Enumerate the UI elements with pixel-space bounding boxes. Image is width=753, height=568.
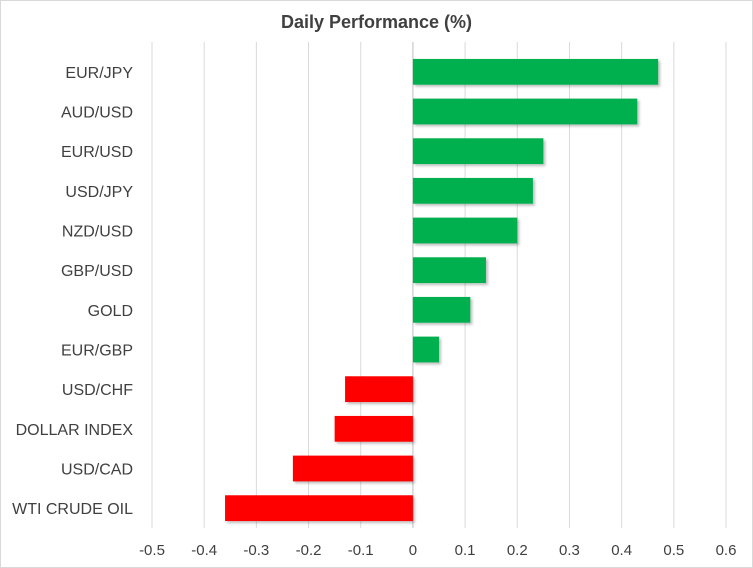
category-label: USD/CHF — [62, 382, 133, 399]
x-tick-label: 0.4 — [611, 542, 632, 559]
bar-eur-jpy — [412, 58, 659, 85]
x-tick-label: -0.2 — [296, 542, 322, 559]
bar-dollar-index — [334, 415, 413, 442]
bar-eur-usd — [412, 138, 544, 165]
bar-usd-chf — [345, 376, 413, 403]
bar-aud-usd — [412, 98, 638, 125]
x-tick-label: 0 — [409, 542, 417, 559]
category-label: DOLLAR INDEX — [16, 422, 134, 439]
category-label: NZD/USD — [62, 224, 133, 241]
x-tick-label: -0.4 — [191, 542, 217, 559]
category-label: EUR/GBP — [61, 343, 133, 360]
chart-title: Daily Performance (%) — [280, 12, 473, 32]
category-label: USD/CAD — [61, 462, 133, 479]
category-label: WTI CRUDE OIL — [12, 501, 133, 518]
category-label: USD/JPY — [65, 184, 133, 201]
category-label: AUD/USD — [61, 105, 133, 122]
x-axis-tick-labels: -0.5 -0.4 -0.3 -0.2 -0.1 0 0.1 0.2 0.3 0.4 0.5 0.6 — [139, 542, 736, 559]
category-labels: EUR/JPY AUD/USD EUR/USD USD/JPY NZD/USD GBP/U… — [12, 65, 133, 518]
x-tick-label: 0.3 — [559, 542, 580, 559]
x-tick-label: 0.1 — [455, 542, 476, 559]
category-label: GOLD — [88, 303, 133, 320]
x-tick-label: 0.5 — [663, 542, 684, 559]
x-tick-label: 0.2 — [507, 542, 528, 559]
bar-eur-gbp — [412, 336, 439, 363]
category-label: EUR/JPY — [65, 65, 133, 82]
bar-usd-jpy — [412, 177, 533, 204]
bar-gold — [412, 296, 471, 323]
x-tick-label: -0.3 — [243, 542, 269, 559]
bar-nzd-usd — [412, 217, 518, 244]
bar-wti-crude-oil — [225, 495, 413, 522]
bar-gbp-usd — [412, 257, 486, 284]
bars — [225, 58, 659, 522]
x-tick-label: 0.6 — [716, 542, 737, 559]
bar-usd-cad — [292, 455, 413, 482]
category-label: EUR/USD — [61, 144, 133, 161]
x-tick-label: -0.5 — [139, 542, 165, 559]
x-tick-label: -0.1 — [348, 542, 374, 559]
category-label: GBP/USD — [61, 263, 133, 280]
